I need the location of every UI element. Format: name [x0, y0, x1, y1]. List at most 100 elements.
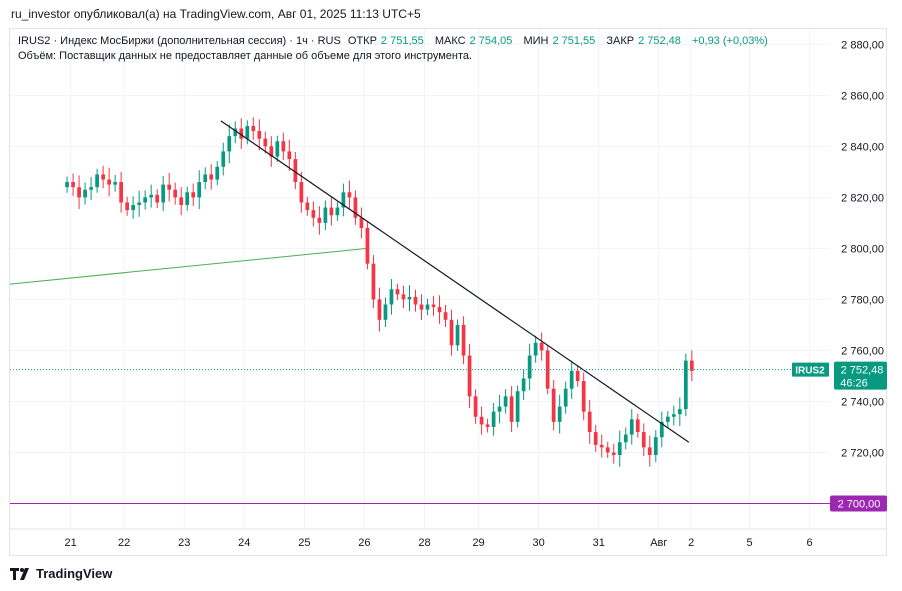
candle[interactable] [497, 394, 502, 424]
candle[interactable] [575, 365, 580, 387]
candle[interactable] [533, 335, 538, 363]
candle[interactable] [245, 120, 250, 145]
candle[interactable] [257, 119, 262, 151]
candle[interactable] [425, 298, 430, 316]
candle[interactable] [521, 369, 526, 400]
candle[interactable] [353, 190, 358, 225]
candle[interactable] [317, 206, 322, 235]
candle[interactable] [275, 135, 280, 163]
candle[interactable] [689, 350, 694, 382]
candle[interactable] [191, 183, 196, 207]
candle[interactable] [569, 360, 574, 399]
candle[interactable] [293, 151, 298, 190]
candle[interactable] [413, 289, 418, 312]
candle[interactable] [173, 182, 178, 205]
candle[interactable] [557, 394, 562, 434]
candle[interactable] [95, 168, 99, 193]
candle[interactable] [335, 201, 340, 221]
candle[interactable] [677, 397, 682, 426]
candle[interactable] [101, 165, 105, 189]
candle[interactable] [155, 189, 160, 209]
candle[interactable] [281, 132, 286, 161]
candle[interactable] [233, 121, 238, 144]
candle[interactable] [431, 295, 436, 316]
candle[interactable] [485, 418, 490, 433]
candle[interactable] [203, 167, 208, 190]
candle[interactable] [179, 187, 184, 216]
candle[interactable] [491, 402, 496, 436]
candle[interactable] [617, 430, 622, 467]
footer-brand[interactable]: TradingView [10, 566, 112, 581]
candle[interactable] [347, 180, 352, 210]
candle[interactable] [641, 423, 646, 457]
candle[interactable] [77, 175, 81, 210]
candle[interactable] [377, 287, 382, 332]
candle[interactable] [215, 161, 220, 186]
candle[interactable] [71, 173, 75, 196]
candle[interactable] [611, 443, 616, 464]
candle[interactable] [653, 430, 658, 463]
candle[interactable] [635, 413, 640, 438]
candle[interactable] [473, 389, 478, 424]
candle[interactable] [371, 255, 376, 309]
candle[interactable] [647, 435, 652, 467]
candle[interactable] [131, 196, 136, 219]
candle[interactable] [221, 142, 226, 176]
candle[interactable] [581, 372, 586, 421]
candle[interactable] [683, 353, 688, 417]
candle[interactable] [341, 183, 346, 217]
candle[interactable] [629, 409, 634, 445]
candle[interactable] [587, 399, 592, 444]
candle[interactable] [329, 197, 334, 226]
candle[interactable] [83, 182, 87, 205]
candle[interactable] [251, 117, 256, 140]
candle[interactable] [119, 171, 123, 213]
candle[interactable] [125, 196, 130, 216]
candle[interactable] [299, 171, 304, 213]
candle[interactable] [365, 222, 370, 270]
candle[interactable] [311, 201, 316, 227]
candle[interactable] [89, 176, 93, 200]
candle[interactable] [515, 385, 520, 428]
candle[interactable] [527, 343, 532, 391]
candle[interactable] [65, 176, 69, 193]
candle[interactable] [479, 406, 484, 435]
candle[interactable] [185, 186, 190, 211]
candle[interactable] [227, 124, 232, 164]
candle[interactable] [455, 319, 460, 351]
candle[interactable] [383, 297, 388, 327]
candle[interactable] [599, 434, 604, 458]
symbol-line[interactable]: IRUS2 · Индекс МосБиржи (дополнительная … [18, 35, 341, 47]
candle[interactable] [509, 386, 514, 433]
candle[interactable] [389, 279, 394, 315]
candle[interactable] [563, 381, 568, 414]
candle[interactable] [143, 190, 148, 210]
candle[interactable] [467, 343, 472, 409]
candle[interactable] [269, 136, 274, 167]
candle[interactable] [239, 118, 244, 149]
candle[interactable] [287, 139, 292, 171]
candle[interactable] [323, 200, 328, 231]
candle[interactable] [209, 164, 214, 190]
candle[interactable] [539, 332, 544, 361]
candle[interactable] [419, 294, 424, 320]
candle[interactable] [665, 411, 670, 428]
candle[interactable] [437, 295, 442, 324]
candle[interactable] [161, 175, 166, 212]
candle[interactable] [137, 190, 142, 217]
candle[interactable] [263, 131, 268, 154]
candle[interactable] [593, 424, 598, 452]
candle[interactable] [671, 405, 676, 426]
candle[interactable] [443, 305, 448, 327]
candle[interactable] [503, 389, 508, 414]
candle[interactable] [623, 427, 628, 450]
candle[interactable] [407, 285, 412, 312]
candle[interactable] [359, 207, 364, 239]
candle[interactable] [149, 184, 154, 208]
candle[interactable] [605, 441, 610, 459]
candle[interactable] [449, 309, 454, 356]
candle[interactable] [551, 380, 556, 431]
candle[interactable] [401, 285, 406, 309]
candle[interactable] [461, 316, 466, 365]
